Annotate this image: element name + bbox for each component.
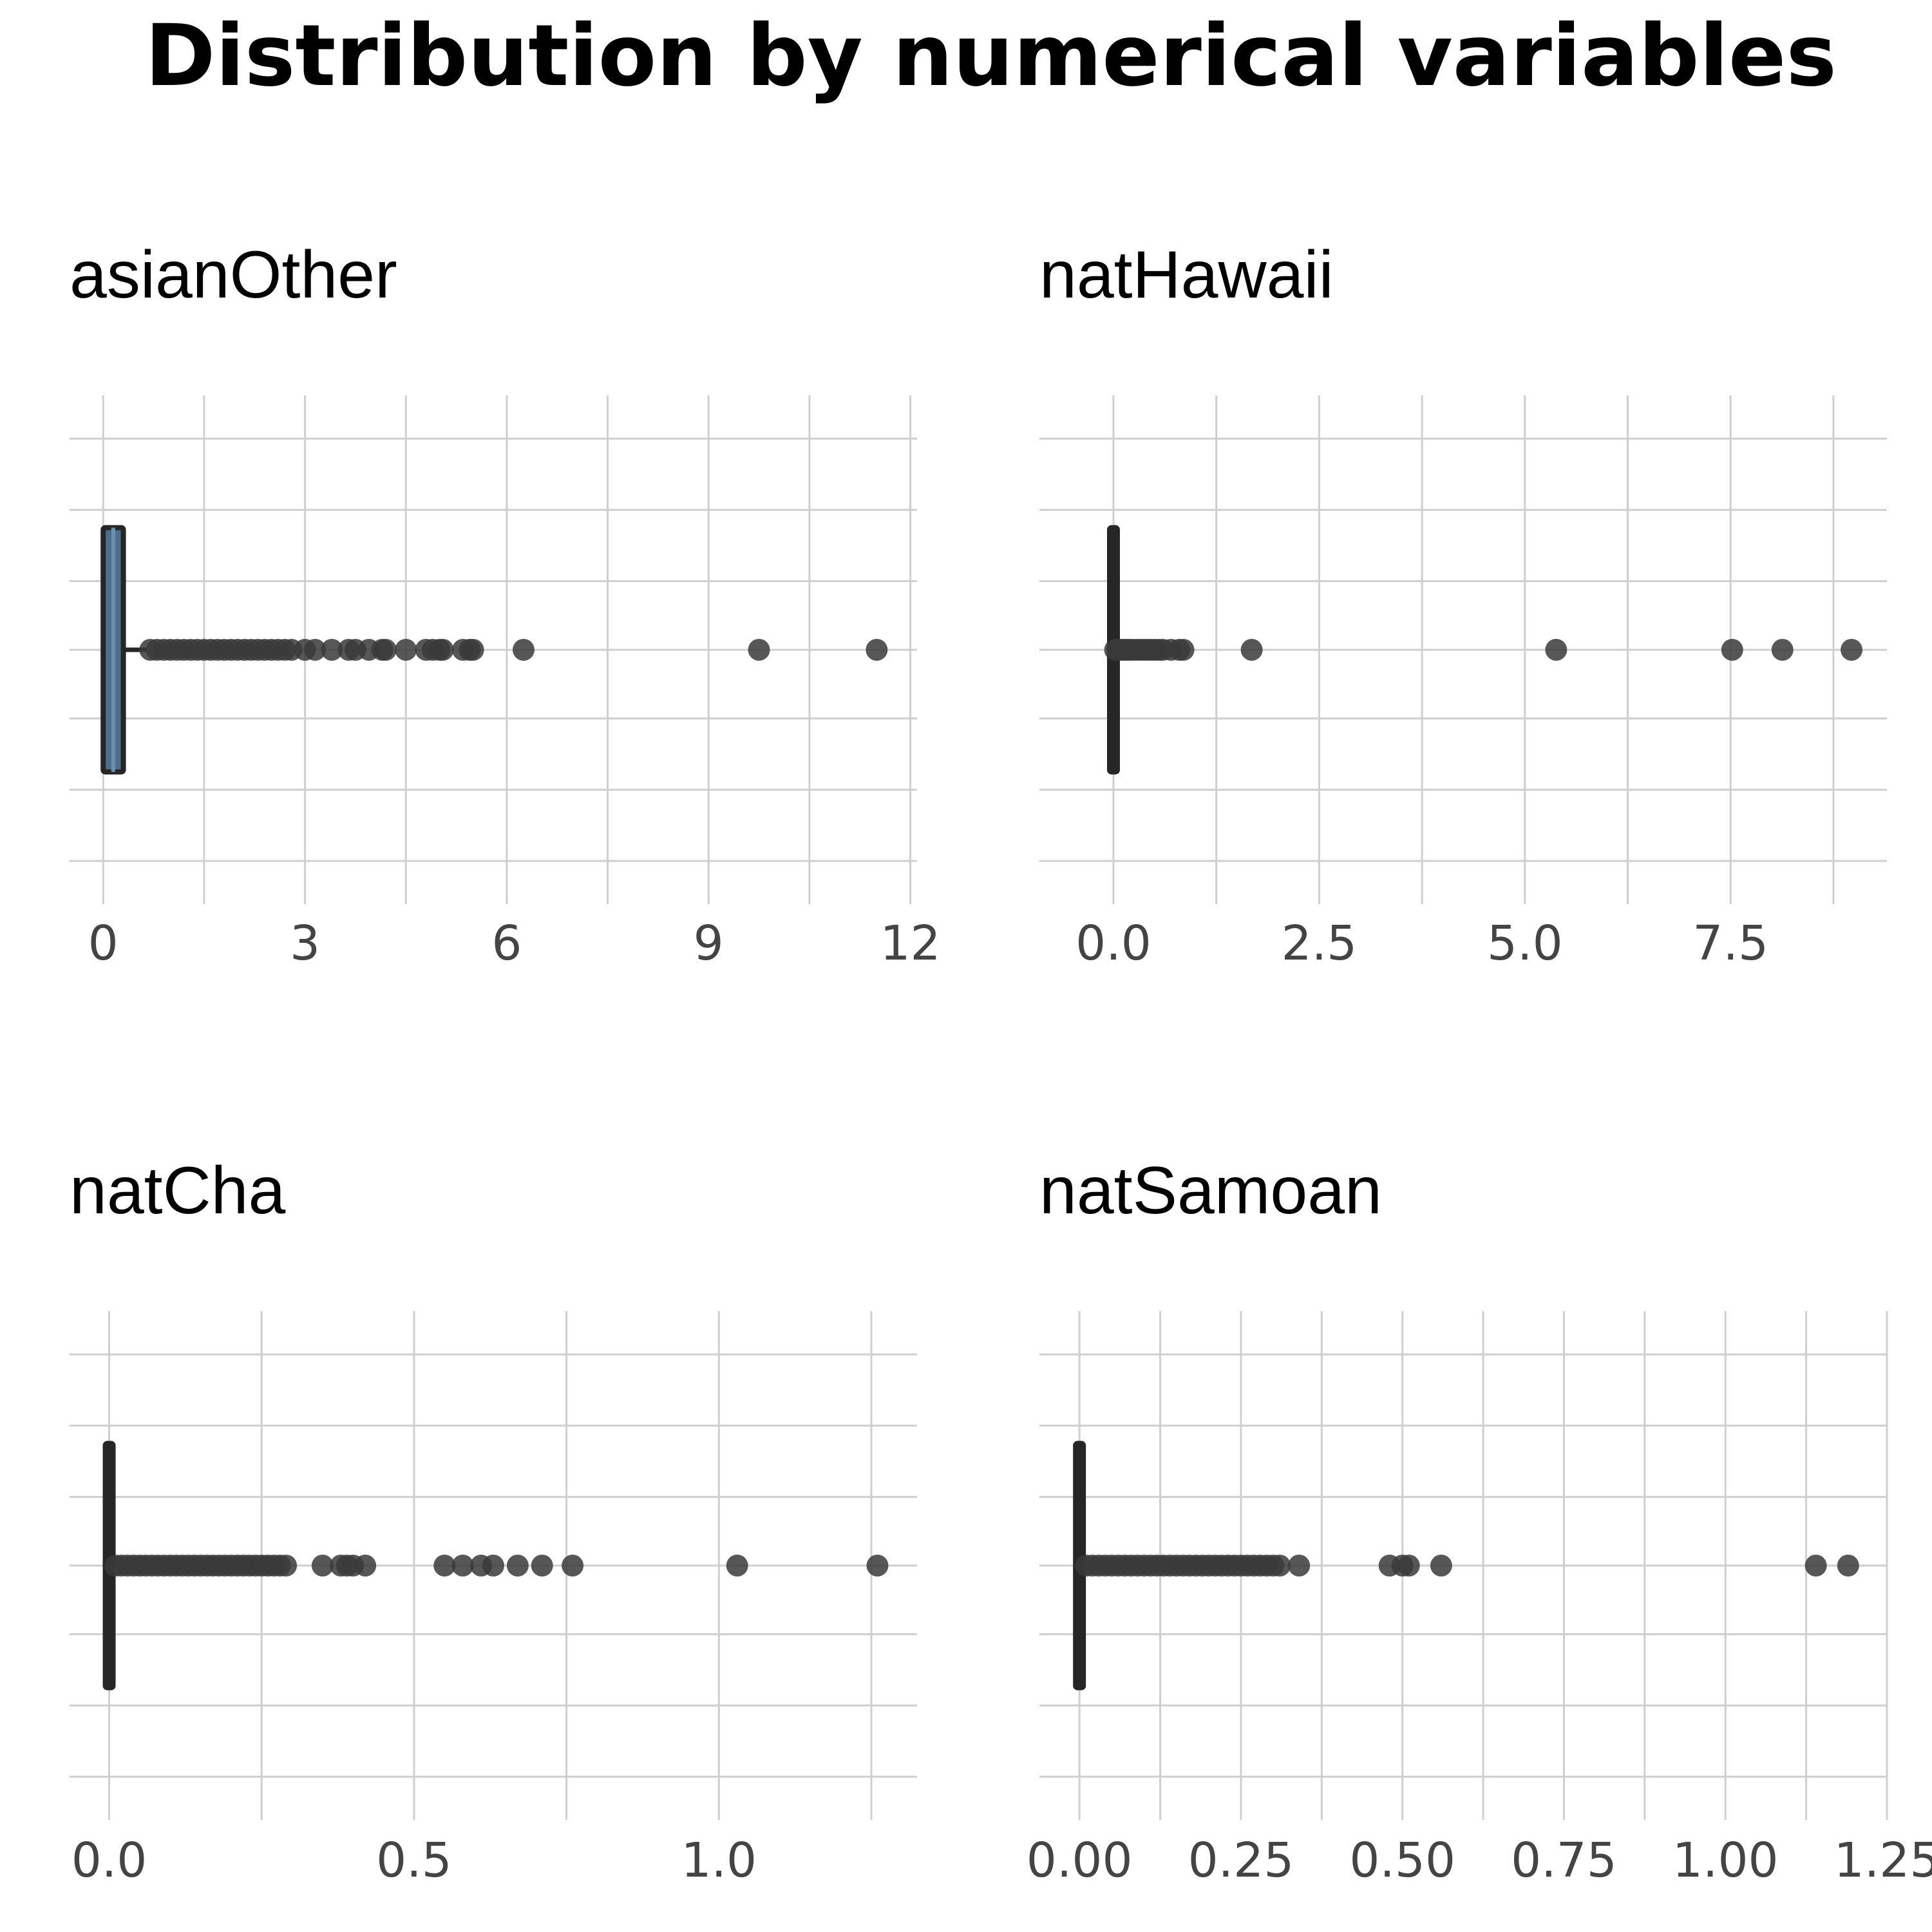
x-tick-label: 5.0 <box>1487 916 1563 971</box>
outlier-point <box>562 1555 584 1577</box>
x-tick-label: 2.5 <box>1282 916 1358 971</box>
outlier-point <box>1721 639 1743 661</box>
panel-natCha: natCha 0.0 0.5 1.0 <box>70 1153 917 1888</box>
panel-natHawaii: natHawaii 0.0 2.5 5.0 7.5 <box>1039 238 1887 971</box>
outlier-point <box>482 1555 504 1577</box>
outlier-point <box>866 1555 889 1577</box>
outlier-point <box>311 1555 334 1577</box>
x-tick-label: 0.0 <box>71 1833 147 1888</box>
outlier-point <box>1172 639 1195 661</box>
outlier-point <box>433 1555 456 1577</box>
outlier-point <box>506 1555 529 1577</box>
x-tick-label: 3 <box>290 916 320 971</box>
outlier-point <box>748 639 770 661</box>
outlier-point <box>275 1555 298 1577</box>
outlier-point <box>354 1555 377 1577</box>
outlier-point <box>1804 1555 1827 1577</box>
outlier-point <box>431 639 454 661</box>
outlier-point <box>1288 1555 1311 1577</box>
panel-title: natSamoan <box>1039 1153 1382 1228</box>
x-tick-label: 0.5 <box>376 1833 452 1888</box>
outlier-point <box>374 639 397 661</box>
outlier-point <box>1397 1555 1420 1577</box>
panel-asianOther: asianOther 0 3 6 9 12 <box>70 238 941 971</box>
outlier-point <box>1841 639 1863 661</box>
x-tick-label: 0.50 <box>1349 1833 1455 1888</box>
outlier-point <box>304 639 327 661</box>
x-tick-label: 1.0 <box>681 1833 757 1888</box>
x-tick-label: 0.0 <box>1075 916 1151 971</box>
outlier-point <box>1837 1555 1859 1577</box>
outlier-point <box>451 1555 474 1577</box>
outlier-point <box>395 639 417 661</box>
outlier-point <box>531 1555 553 1577</box>
x-tick-label: 0.25 <box>1188 1833 1294 1888</box>
x-tick-label: 0.00 <box>1027 1833 1133 1888</box>
outlier-point <box>1771 639 1794 661</box>
outlier-point <box>321 639 343 661</box>
outlier-point <box>1240 639 1263 661</box>
x-tick-label: 0.75 <box>1511 1833 1617 1888</box>
outlier-point <box>513 639 535 661</box>
x-tick-label: 1.00 <box>1672 1833 1779 1888</box>
outlier-point <box>726 1555 748 1577</box>
panel-title: natCha <box>70 1153 286 1228</box>
panel-title: natHawaii <box>1039 238 1334 312</box>
x-tick-label: 7.5 <box>1692 916 1768 971</box>
x-tick-label: 0 <box>88 916 118 971</box>
panel-natSamoan: natSamoan 0.00 0.25 0.50 0.75 1.00 1.25 <box>1027 1153 1932 1888</box>
outlier-point <box>866 639 888 661</box>
outlier-point <box>1269 1555 1291 1577</box>
x-tick-label: 6 <box>491 916 522 971</box>
chart-title: Distribution by numerical variables <box>145 6 1837 106</box>
x-tick-label: 12 <box>880 916 940 971</box>
outlier-point <box>1430 1555 1452 1577</box>
x-tick-label: 1.25 <box>1834 1833 1932 1888</box>
outlier-point <box>462 639 484 661</box>
outlier-point <box>1545 639 1567 661</box>
x-tick-label: 9 <box>694 916 724 971</box>
panel-title: asianOther <box>70 238 397 312</box>
